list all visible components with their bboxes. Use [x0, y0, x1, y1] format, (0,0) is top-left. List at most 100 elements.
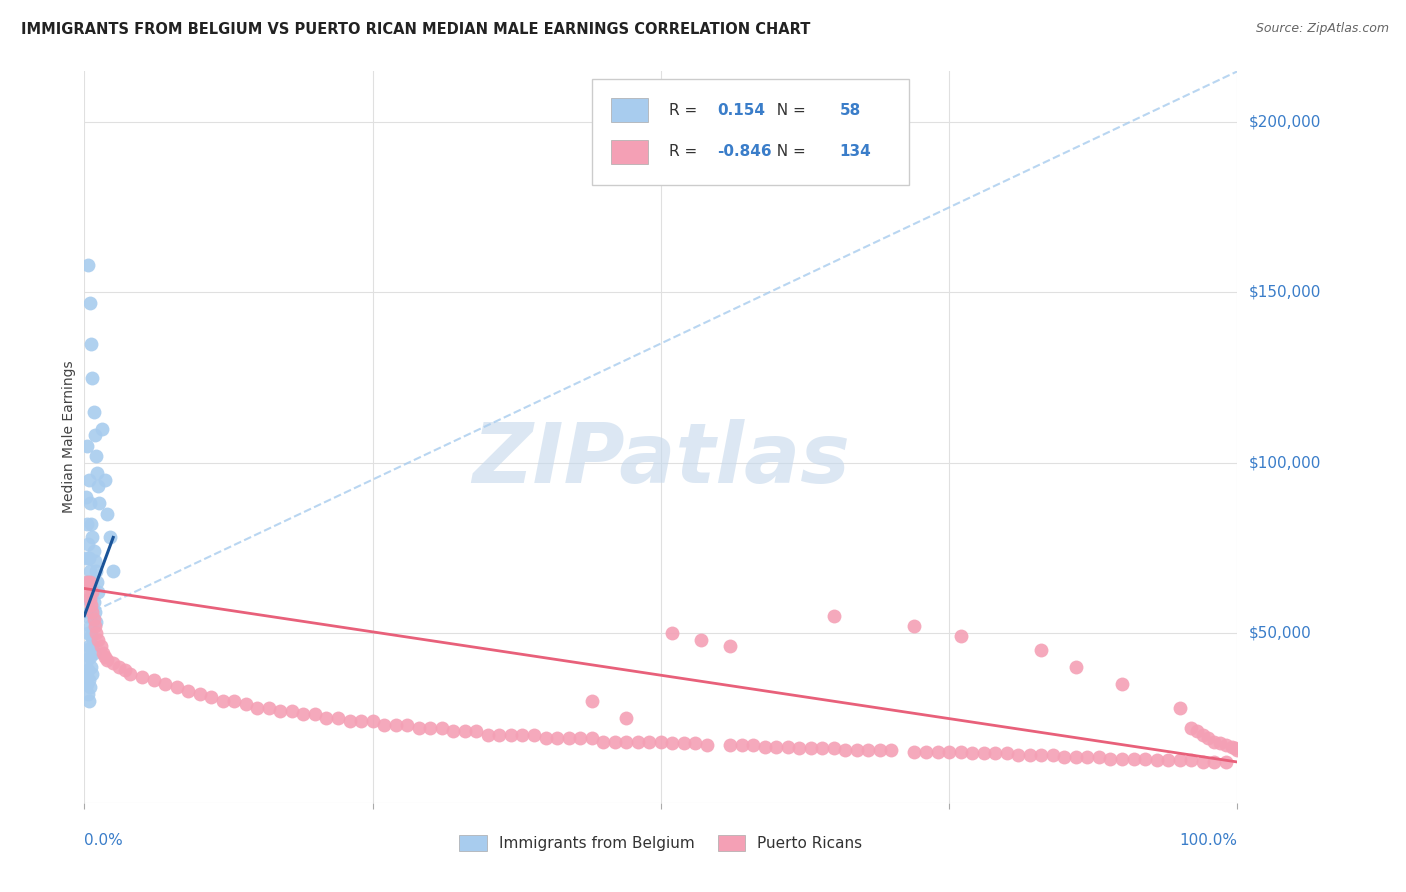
Point: [1099, 751, 1122, 765]
Point: [903, 745, 925, 759]
Point: [77, 694, 100, 708]
Point: [430, 721, 453, 735]
Point: [114, 663, 136, 677]
Point: [83, 595, 105, 609]
Point: [82, 585, 104, 599]
Point: [776, 739, 799, 754]
Point: [339, 714, 361, 728]
Point: [477, 728, 499, 742]
Point: [86, 574, 108, 589]
Text: 0.154: 0.154: [717, 103, 765, 118]
Point: [546, 731, 568, 746]
Point: [949, 629, 972, 643]
Point: [1191, 728, 1213, 742]
FancyBboxPatch shape: [612, 140, 648, 163]
Point: [488, 728, 510, 742]
Point: [177, 683, 200, 698]
Point: [91, 646, 114, 660]
Point: [76, 591, 98, 606]
Text: N =: N =: [766, 103, 810, 118]
Point: [627, 734, 650, 748]
Point: [80, 574, 103, 589]
Point: [1209, 736, 1232, 750]
Point: [80, 336, 103, 351]
Point: [83, 605, 105, 619]
Point: [690, 632, 713, 647]
Point: [153, 677, 176, 691]
Point: [77, 585, 100, 599]
Point: [661, 736, 683, 750]
Text: $100,000: $100,000: [1249, 455, 1320, 470]
Text: R =: R =: [669, 145, 702, 160]
Point: [108, 659, 131, 673]
Point: [75, 490, 97, 504]
Text: Source: ZipAtlas.com: Source: ZipAtlas.com: [1256, 22, 1389, 36]
Point: [83, 554, 105, 568]
Point: [76, 663, 98, 677]
Point: [441, 724, 464, 739]
Point: [915, 745, 938, 759]
Point: [83, 428, 105, 442]
Point: [89, 496, 111, 510]
Point: [1133, 751, 1156, 765]
Point: [823, 741, 845, 756]
Point: [384, 717, 406, 731]
Point: [80, 516, 103, 531]
Point: [304, 707, 326, 722]
Text: ZIPatlas: ZIPatlas: [472, 418, 849, 500]
Point: [77, 640, 100, 654]
Point: [79, 496, 101, 510]
Point: [1007, 748, 1029, 763]
Point: [685, 736, 707, 750]
Point: [87, 632, 110, 647]
Point: [96, 653, 118, 667]
Point: [86, 466, 108, 480]
Point: [1168, 753, 1191, 767]
Point: [292, 707, 315, 722]
Text: N =: N =: [766, 145, 810, 160]
Point: [1053, 750, 1076, 764]
Point: [960, 747, 983, 761]
FancyBboxPatch shape: [592, 78, 908, 185]
Point: [499, 728, 522, 742]
Point: [84, 565, 107, 579]
Point: [465, 724, 488, 739]
Text: -0.846: -0.846: [717, 145, 772, 160]
Point: [96, 507, 118, 521]
Point: [79, 591, 101, 606]
Point: [557, 731, 579, 746]
Text: 100.0%: 100.0%: [1180, 833, 1237, 848]
Point: [1220, 739, 1243, 754]
Point: [845, 743, 868, 757]
Point: [1226, 743, 1249, 757]
Point: [166, 680, 188, 694]
Point: [82, 640, 104, 654]
Point: [84, 615, 107, 630]
Point: [82, 666, 104, 681]
Point: [1180, 753, 1202, 767]
Point: [765, 739, 787, 754]
Point: [1198, 731, 1220, 746]
Point: [361, 714, 384, 728]
Text: $150,000: $150,000: [1249, 285, 1320, 300]
Point: [1031, 642, 1053, 657]
Point: [672, 736, 695, 750]
Point: [80, 659, 103, 673]
Point: [75, 550, 97, 565]
Point: [211, 694, 233, 708]
Point: [1111, 751, 1133, 765]
Point: [858, 743, 880, 757]
Point: [83, 612, 105, 626]
Point: [638, 734, 661, 748]
Point: [614, 711, 637, 725]
Point: [76, 653, 98, 667]
Point: [1191, 755, 1213, 769]
Point: [1185, 724, 1208, 739]
Point: [1204, 734, 1226, 748]
Point: [603, 734, 626, 748]
Point: [76, 677, 98, 691]
Point: [246, 700, 269, 714]
Point: [75, 666, 97, 681]
Point: [614, 734, 637, 748]
Point: [834, 743, 856, 757]
